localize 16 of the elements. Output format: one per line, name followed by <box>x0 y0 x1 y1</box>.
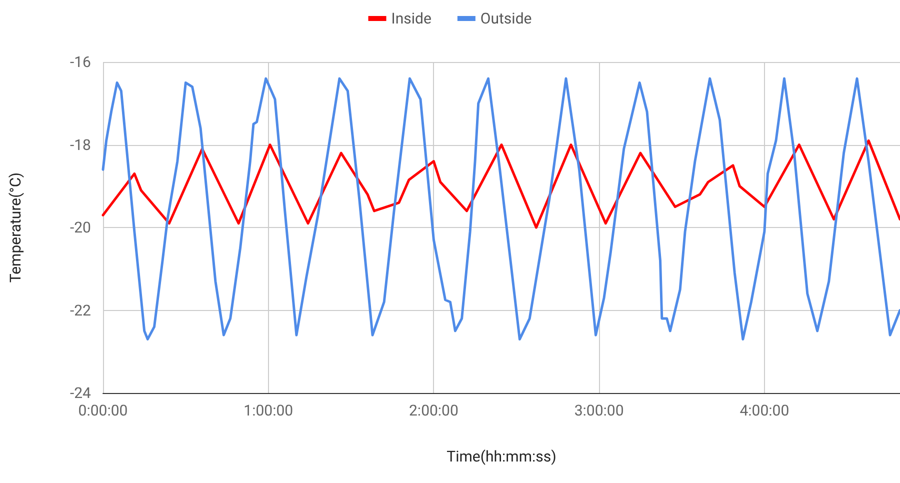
line-series <box>102 139 900 229</box>
x-tick-label: 0:00:00 <box>78 402 128 420</box>
y-tick-label: -24 <box>70 384 92 402</box>
line-series <box>102 77 900 340</box>
x-tick-label: 3:00:00 <box>574 402 624 420</box>
x-tick-label: 1:00:00 <box>244 402 294 420</box>
x-tick-label: 2:00:00 <box>408 402 458 420</box>
x-tick-label: 4:00:00 <box>740 402 790 420</box>
legend-label: Inside <box>391 10 432 28</box>
y-tick-label: -16 <box>70 53 91 71</box>
legend-label: Outside <box>480 10 532 28</box>
y-tick-label: -22 <box>70 301 91 320</box>
x-axis-title: Time(hh:mm:ss) <box>446 448 556 466</box>
y-axis-title: Temperature(°C) <box>6 172 24 283</box>
y-tick-label: -20 <box>70 218 91 236</box>
y-tick-label: -18 <box>70 136 91 154</box>
